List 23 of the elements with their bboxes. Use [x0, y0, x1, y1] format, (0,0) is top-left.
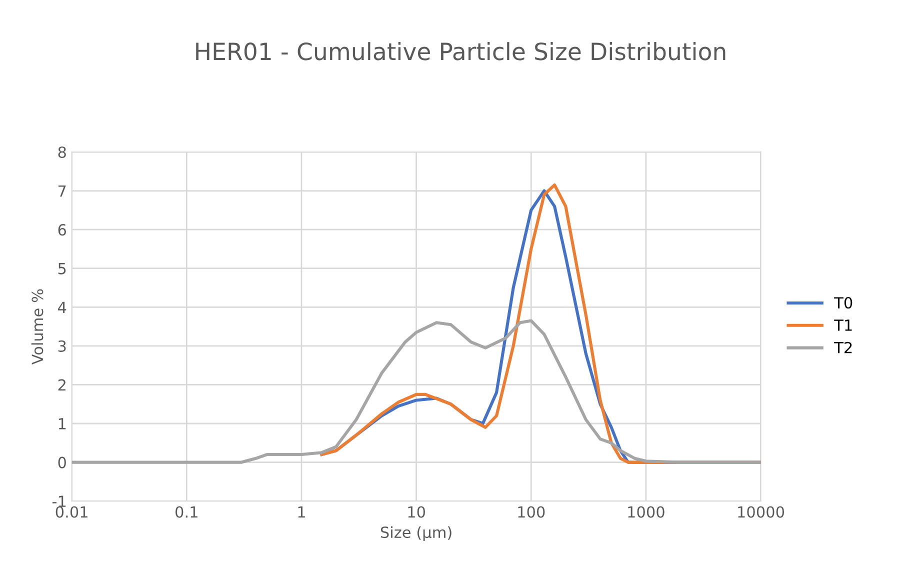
legend-label: T1	[834, 320, 852, 331]
y-axis-title: Volume %	[31, 289, 44, 365]
legend-label: T0	[834, 296, 852, 309]
y-tick-label: 4	[58, 302, 66, 313]
legend-label: T2	[834, 342, 852, 354]
y-tick-label: 2	[58, 379, 66, 391]
x-tick-label: 1000	[628, 506, 664, 518]
y-tick-label: 3	[58, 340, 66, 352]
y-tick-label: 7	[58, 185, 66, 197]
x-axis-title: Size (µm)	[380, 526, 452, 542]
y-tick-label: -1	[52, 496, 66, 507]
y-tick-label: 6	[58, 224, 66, 236]
x-tick-label: 0.1	[176, 506, 198, 518]
x-tick-label: 0.01	[56, 506, 88, 518]
x-tick-label: 1	[298, 506, 305, 518]
x-tick-label: 10	[408, 506, 425, 518]
x-tick-label: 100	[518, 506, 545, 518]
y-tick-label: 0	[58, 456, 66, 468]
x-tick-label: 10000	[738, 506, 784, 518]
chart-title: HER01 - Cumulative Particle Size Distribution	[196, 42, 726, 60]
y-tick-label: 8	[58, 146, 66, 158]
y-tick-label: 5	[58, 263, 66, 274]
y-tick-label: 1	[58, 418, 66, 430]
